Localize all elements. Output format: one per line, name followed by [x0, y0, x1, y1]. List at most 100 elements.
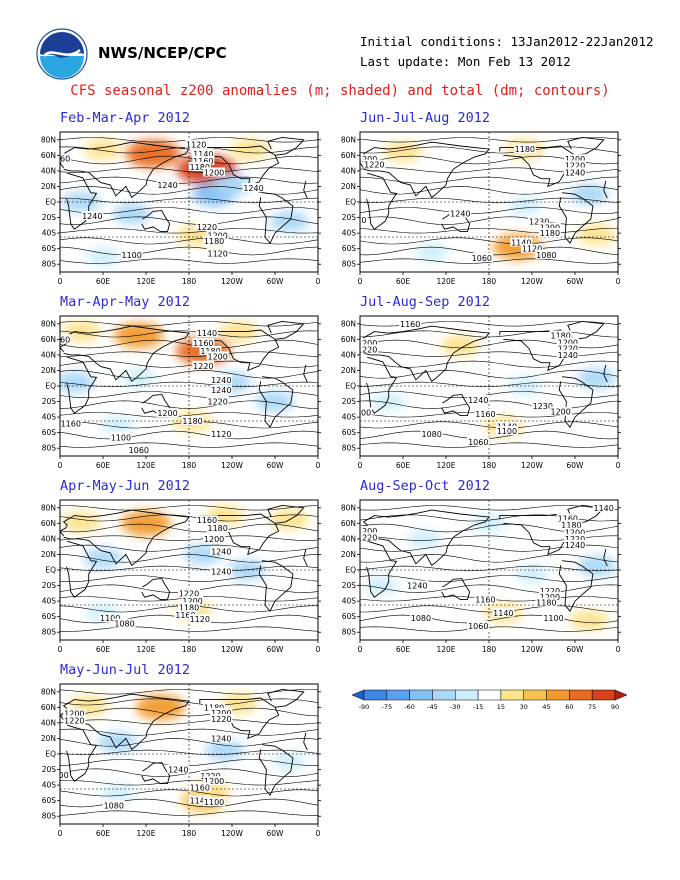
- coastline: [360, 141, 490, 198]
- contour-label-bg: [538, 592, 561, 602]
- contour-label-bg: [210, 374, 233, 384]
- lat-tick-label: 40N: [41, 534, 56, 543]
- lat-tick-label: 80S: [342, 628, 357, 637]
- coastline: [499, 513, 580, 556]
- anomaly-shading-4: [60, 371, 94, 393]
- lon-tick-label: 120W: [521, 645, 543, 654]
- contour-label: 1160: [50, 335, 70, 344]
- contour-label-bg: [188, 614, 211, 623]
- contour-label: 1230: [529, 217, 549, 226]
- contour-label: 1200: [204, 777, 224, 786]
- contour-line: [360, 216, 618, 225]
- coastline: [567, 136, 605, 156]
- coastline: [441, 394, 471, 417]
- contour-label-bg: [564, 533, 586, 543]
- lat-tick-label: 40N: [341, 166, 356, 175]
- lat-tick-label: 20S: [42, 397, 57, 406]
- lat-tick-label: 20N: [341, 366, 356, 375]
- coastline: [267, 688, 305, 708]
- lat-tick-label: 60S: [342, 428, 357, 437]
- contour-label-bg: [181, 596, 204, 606]
- contour-label: 1180: [207, 524, 227, 533]
- contour-label-bg: [210, 714, 233, 723]
- contour-label: 1200: [204, 535, 224, 544]
- contour-line: [60, 544, 318, 552]
- contour-label-bg: [60, 153, 71, 163]
- contour-line: [360, 421, 618, 429]
- anomaly-shading-9: [269, 211, 309, 232]
- anomaly-shading-3: [83, 138, 123, 160]
- color-bar-swatch: [591, 689, 616, 701]
- color-bar-swatch: [614, 689, 628, 701]
- contour-label: 1060: [129, 446, 149, 455]
- map-panel-jas: 1160 1200 1220 1180 1200 1220 1240 1240 1230 1200…: [332, 310, 622, 476]
- contour-label: 1160: [193, 339, 213, 348]
- contour-label: 1200: [357, 339, 377, 348]
- contour-label: 1240: [468, 396, 488, 405]
- lon-tick-label: 120E: [136, 645, 155, 654]
- map-panel-mjj: 1200122011801200122012401240122012001160…: [32, 678, 322, 844]
- color-bar-label: 45: [542, 703, 550, 711]
- contour-label-bg: [188, 162, 211, 171]
- anomaly-shading-9: [100, 415, 135, 435]
- contour-label-bg: [535, 249, 558, 259]
- lat-tick-label: 40S: [342, 413, 357, 422]
- contour-label-bg: [406, 580, 429, 590]
- contour-label-bg: [195, 515, 218, 525]
- color-bar-swatch: [523, 689, 547, 701]
- contour-label: 1240: [157, 181, 177, 190]
- contour-label: 1240: [565, 168, 585, 177]
- contour-label: 1160: [175, 611, 195, 620]
- lon-tick-label: 0: [316, 829, 321, 838]
- lon-tick-label: 0: [58, 461, 63, 470]
- contour-line: [60, 810, 318, 816]
- contour-label-bg: [192, 360, 215, 370]
- lon-tick-label: 60E: [96, 277, 111, 286]
- coastline: [360, 509, 490, 566]
- coastline: [258, 376, 294, 429]
- contour-label: 1140: [493, 609, 513, 618]
- lat-tick-label: 60S: [42, 796, 57, 805]
- contour-label-bg: [206, 396, 229, 406]
- contour-label-bg: [513, 144, 536, 154]
- lat-tick-label: 20N: [41, 182, 56, 191]
- anomaly-shading-0: [121, 510, 171, 537]
- lat-tick-label: EQ: [45, 198, 56, 207]
- lon-tick-label: 120E: [136, 461, 155, 470]
- lat-tick-label: 80N: [41, 319, 56, 328]
- contour-label: 1080: [104, 801, 124, 810]
- lon-tick-label: 120W: [521, 277, 543, 286]
- contour-label-bg: [564, 540, 586, 550]
- contour-label: 1220: [193, 362, 213, 371]
- contour-label-bg: [210, 546, 233, 556]
- contour-label: 1220: [211, 715, 231, 724]
- contour-label-bg: [363, 159, 386, 169]
- contour-line: [60, 176, 318, 184]
- contour-label: 1240: [407, 582, 427, 591]
- color-bar-swatch: [546, 689, 570, 701]
- lat-tick-label: 20S: [42, 581, 57, 590]
- contour-label: 1240: [211, 547, 231, 556]
- lat-tick-label: 20S: [42, 765, 57, 774]
- contour-label: 1140: [511, 238, 531, 247]
- contour-label-bg: [210, 566, 233, 576]
- lon-tick-label: 120W: [521, 461, 543, 470]
- contour-label-bg: [203, 797, 226, 807]
- lon-tick-label: 180: [482, 277, 497, 286]
- contour-line: [60, 246, 318, 256]
- map-panel-mam: 1140116011801200116012201240124012201200…: [32, 310, 322, 476]
- anomaly-shading-10: [86, 247, 120, 266]
- lon-tick-label: 60E: [96, 829, 111, 838]
- color-bar-svg: -90 -75 -60 -45 -30 -15 15 30 45 60 75 90: [351, 689, 628, 711]
- lat-tick-label: 60N: [341, 519, 356, 528]
- contour-label: 1180: [515, 145, 535, 154]
- anomaly-shading-8: [100, 783, 135, 803]
- contour-label: 1200: [565, 155, 585, 164]
- contour-label: 1180: [182, 417, 202, 426]
- coastline: [66, 724, 308, 782]
- contour-label: 1080: [411, 614, 431, 623]
- lon-tick-label: 180: [182, 829, 197, 838]
- anomaly-shading-0: [440, 335, 480, 356]
- color-bar-label: -30: [450, 703, 461, 711]
